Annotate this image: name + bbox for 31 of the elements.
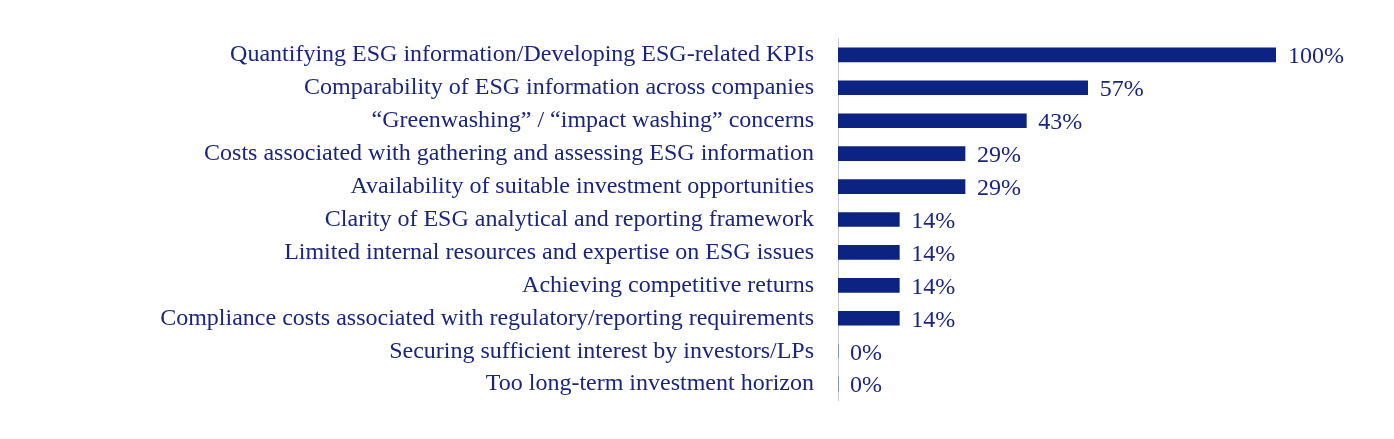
y-tick-label: Costs associated with gathering and assessing ESG information [204, 138, 814, 165]
bar [838, 146, 966, 161]
bar [838, 310, 900, 326]
bar [838, 80, 1088, 96]
y-tick-label: “Greenwashing” / “impact washing” concerns [371, 106, 814, 133]
bar [838, 179, 966, 194]
y-tick-label: Securing sufficient interest by investors/LPs [389, 336, 814, 363]
data-label: 0% [850, 371, 882, 398]
bar [838, 212, 900, 227]
data-label: 14% [911, 206, 956, 233]
bar [838, 278, 900, 293]
y-tick-label: Quantifying ESG information/Developing ESG-related KPIs [230, 40, 814, 67]
data-label: 43% [1038, 108, 1083, 135]
data-label: 29% [977, 140, 1022, 167]
data-label: 29% [977, 173, 1022, 200]
data-label: 100% [1288, 42, 1344, 69]
bar [838, 245, 900, 260]
y-tick-label: Too long-term investment horizon [485, 369, 814, 396]
y-tick-label: Compliance costs associated with regulatory/reporting requirements [160, 303, 814, 330]
y-tick-label: Availability of suitable investment opportunities [350, 171, 814, 198]
bar [838, 47, 1276, 63]
data-label: 0% [850, 338, 882, 365]
data-label: 14% [911, 272, 956, 299]
data-label: 14% [911, 239, 956, 266]
data-label: 57% [1099, 75, 1144, 102]
y-tick-label: Comparability of ESG information across companies [304, 73, 814, 100]
y-tick-label: Limited internal resources and expertise on ESG issues [284, 237, 814, 264]
y-tick-label: Achieving competitive returns [522, 270, 814, 297]
y-tick-label: Clarity of ESG analytical and reporting framework [324, 204, 814, 231]
data-label: 14% [911, 305, 956, 332]
bar [838, 113, 1027, 129]
